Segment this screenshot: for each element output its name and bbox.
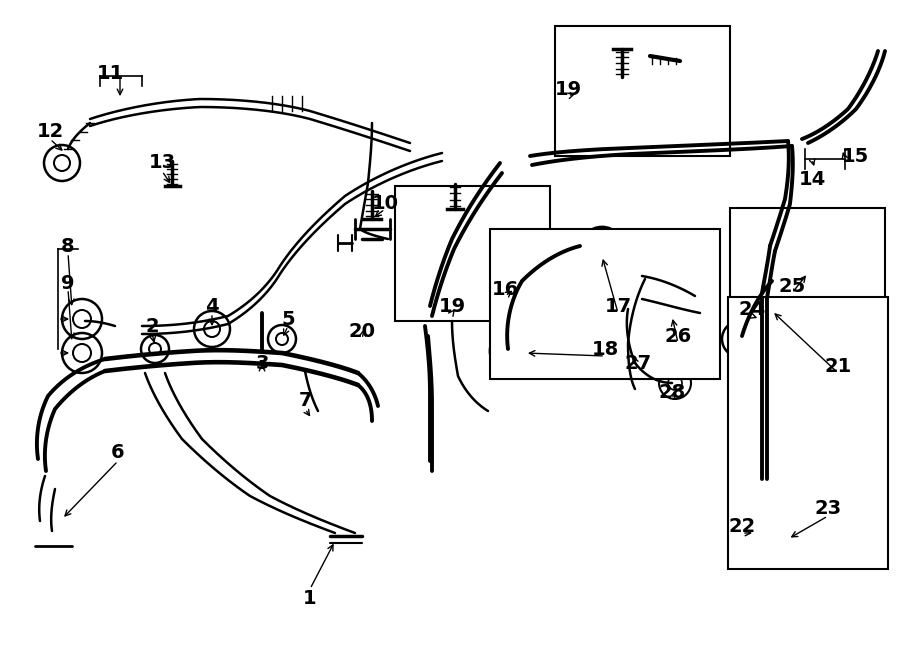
Text: 18: 18 xyxy=(591,340,618,358)
Bar xyxy=(730,208,885,353)
Text: 3: 3 xyxy=(256,354,269,373)
Bar xyxy=(395,186,550,321)
Text: 6: 6 xyxy=(112,444,125,463)
Bar xyxy=(555,26,730,156)
Text: 24: 24 xyxy=(738,299,766,319)
Text: 5: 5 xyxy=(281,309,295,329)
Text: 21: 21 xyxy=(824,356,851,375)
Text: 22: 22 xyxy=(728,516,756,535)
Text: 7: 7 xyxy=(298,391,311,410)
Text: 27: 27 xyxy=(625,354,652,373)
Text: 28: 28 xyxy=(659,383,686,403)
Text: 19: 19 xyxy=(438,297,465,315)
Text: 17: 17 xyxy=(605,297,632,315)
Text: 20: 20 xyxy=(348,321,375,340)
Text: 25: 25 xyxy=(778,276,806,295)
Text: 19: 19 xyxy=(554,79,581,98)
Text: 23: 23 xyxy=(814,500,842,518)
Text: 15: 15 xyxy=(842,147,868,165)
Text: 4: 4 xyxy=(205,297,219,315)
Text: 14: 14 xyxy=(798,169,825,188)
Text: 9: 9 xyxy=(61,274,75,293)
Text: 10: 10 xyxy=(372,194,399,212)
Text: 26: 26 xyxy=(664,327,691,346)
Text: 11: 11 xyxy=(96,63,123,83)
Text: 2: 2 xyxy=(145,317,158,336)
Text: 1: 1 xyxy=(303,590,317,609)
Bar xyxy=(728,297,888,569)
Bar xyxy=(490,229,720,379)
Text: 16: 16 xyxy=(491,280,518,299)
Text: 13: 13 xyxy=(148,153,176,173)
Text: 12: 12 xyxy=(36,122,64,141)
Text: 8: 8 xyxy=(61,237,75,256)
